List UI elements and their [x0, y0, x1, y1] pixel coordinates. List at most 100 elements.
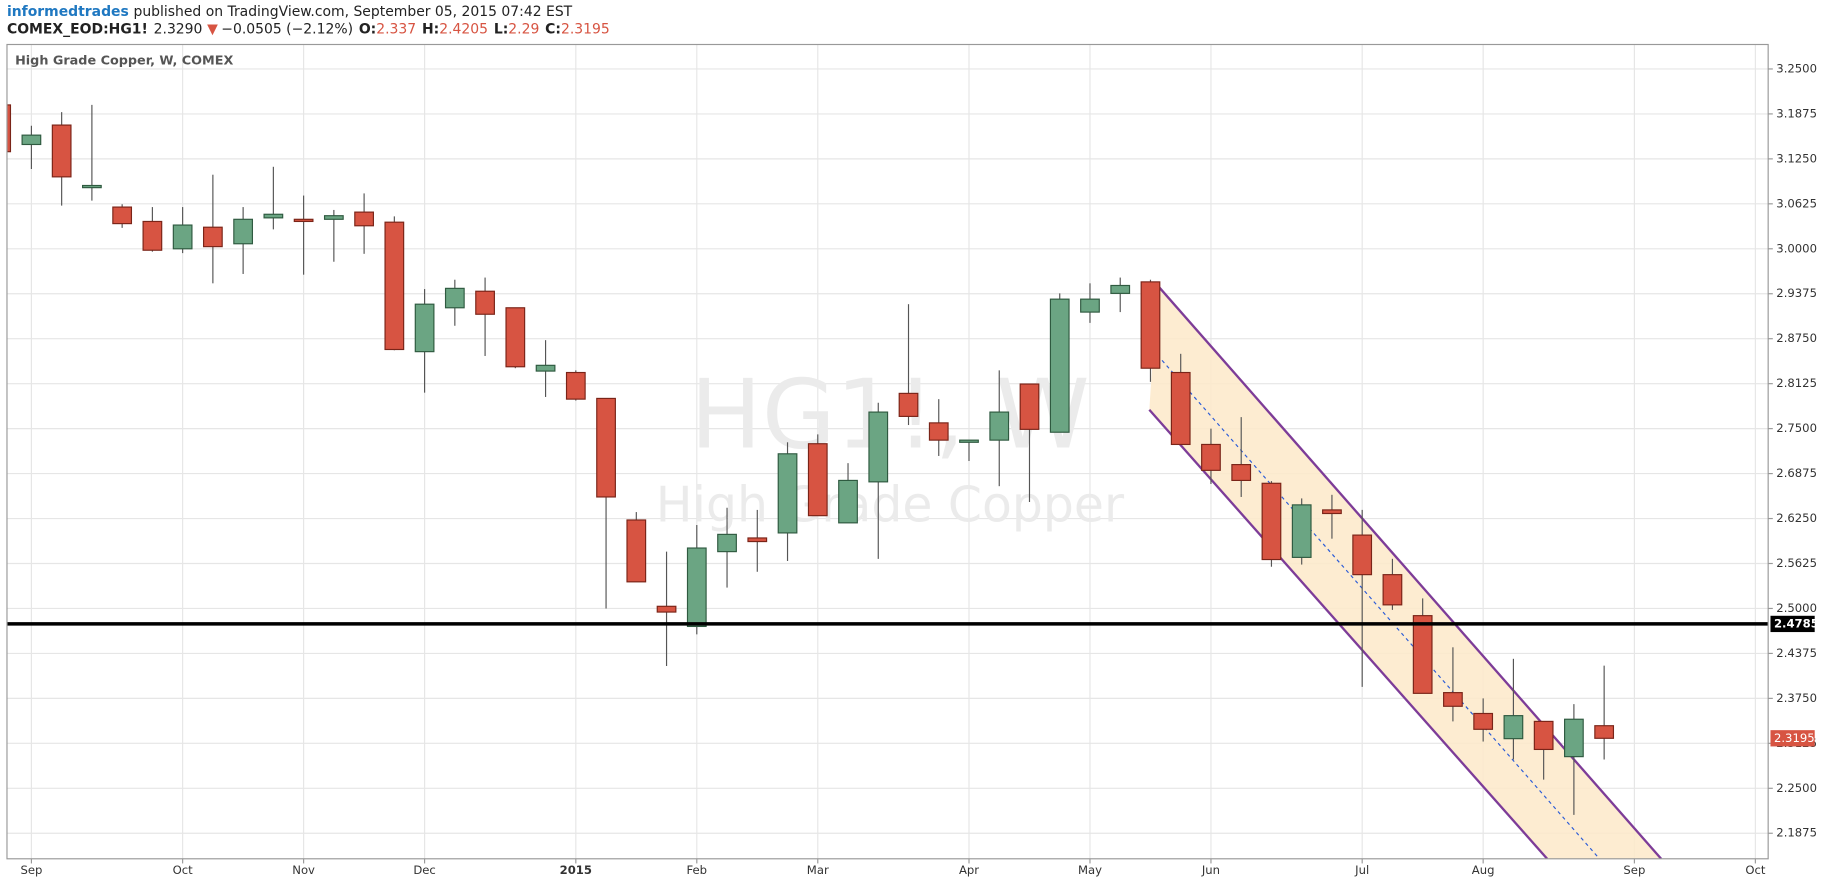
candle-body [1503, 715, 1524, 740]
y-tick-label: 2.1875 [1776, 826, 1817, 840]
x-tick-label: Sep [1623, 863, 1645, 877]
candle-body [444, 287, 465, 309]
axes: 2.18752.25002.31252.37502.43752.50002.56… [20, 61, 1818, 876]
watermark-sub: High Grade Copper [656, 477, 1125, 534]
candle-body [82, 184, 102, 189]
candle-body [202, 226, 223, 248]
symbol: COMEX_EOD:HG1! [7, 21, 148, 37]
ohlc-value: 2.337 [376, 21, 416, 37]
ohlc-label: C: [545, 21, 561, 37]
ohlc-label: L: [494, 21, 508, 37]
candle-body [596, 397, 616, 498]
candle-body [1594, 725, 1615, 739]
plot-frame [6, 43, 1769, 860]
candle-body [1291, 504, 1312, 558]
candle-body [1140, 281, 1161, 369]
channel-upper[interactable] [1156, 284, 1663, 859]
candle-body [354, 211, 374, 227]
candle-body [747, 537, 768, 543]
candle-body [142, 220, 163, 251]
symbol-line: COMEX_EOD:HG1! 2.3290 ▼ −0.0505 (−2.12%) O:2… [7, 21, 610, 37]
x-tick-label: Nov [292, 863, 315, 877]
candle-body [1261, 482, 1282, 561]
candle-body [323, 215, 344, 220]
ohlc-label: O: [359, 21, 376, 37]
x-tick-label: Sep [20, 863, 42, 877]
candle-body [535, 364, 556, 372]
y-tick-label: 2.8750 [1776, 331, 1817, 345]
candle-body [233, 218, 254, 245]
y-tick-label: 2.6875 [1776, 466, 1817, 480]
candle-body [868, 411, 889, 483]
candle-body [293, 218, 314, 223]
y-tick-label: 3.1250 [1776, 151, 1817, 165]
candle-body [989, 411, 1010, 441]
x-tick-label: Oct [173, 863, 194, 877]
price-label-box [1770, 615, 1815, 633]
x-tick-label: May [1078, 863, 1102, 877]
ohlc-label: H: [422, 21, 439, 37]
x-tick-label: Aug [1472, 863, 1495, 877]
x-tick-label: Feb [686, 863, 707, 877]
y-tick-label: 3.2500 [1776, 61, 1817, 75]
candle-body [1443, 692, 1463, 707]
candle-body [1412, 615, 1433, 694]
y-tick-label: 3.0625 [1776, 196, 1817, 210]
ohlc-value: 2.4205 [439, 21, 488, 37]
channel-lower[interactable] [1148, 408, 1549, 859]
candle-body [1231, 464, 1252, 481]
published: published on TradingView.com, September … [133, 4, 572, 20]
candle-body [172, 224, 193, 250]
y-tick-label: 3.0000 [1776, 241, 1817, 255]
publisher[interactable]: informedtrades [7, 4, 129, 20]
price-label-box [1770, 730, 1815, 747]
candle-body [1564, 718, 1584, 758]
candle-body [1110, 284, 1131, 294]
candle-body [838, 479, 858, 524]
candle-body [1019, 383, 1040, 430]
candle-body [807, 443, 828, 517]
ohlc-value: 2.3195 [561, 21, 610, 37]
y-tick-label: 2.7500 [1776, 421, 1817, 435]
y-tick-label: 2.5000 [1776, 601, 1817, 615]
ohlc-value: 2.29 [508, 21, 539, 37]
channel-mid[interactable] [1157, 354, 1600, 859]
x-tick-label: Jun [1201, 863, 1220, 877]
candle-body [1322, 509, 1342, 515]
channel-fill[interactable] [1149, 285, 1662, 859]
x-tick-label: Oct [1745, 863, 1766, 877]
hline-label: 2.4785 [1774, 616, 1819, 630]
candle-body [263, 213, 284, 219]
y-tick-label: 2.4375 [1776, 646, 1817, 660]
y-tick-label: 2.9375 [1776, 286, 1817, 300]
candle-body [1473, 712, 1494, 730]
candle-body [928, 422, 949, 441]
candle-body [414, 303, 435, 353]
last-price: 2.3290 [154, 21, 203, 37]
candle-body [1533, 720, 1554, 751]
y-tick-label: 2.6250 [1776, 511, 1817, 525]
candle-body [51, 124, 72, 178]
candle-body [1352, 534, 1373, 576]
header-line: informedtrades published on TradingView.c… [7, 4, 573, 20]
candle-body [475, 290, 495, 315]
y-tick-label: 2.5625 [1776, 556, 1817, 570]
candle-body [686, 547, 707, 628]
drawings [1148, 284, 1663, 859]
candles [6, 104, 1769, 815]
candle-body [626, 519, 647, 583]
candle-body [1170, 371, 1191, 446]
change: −0.0505 (−2.12%) [221, 21, 353, 37]
candle-body [565, 371, 586, 400]
candle-body [1080, 298, 1100, 313]
candle-body [717, 533, 737, 553]
x-tick-label: 2015 [560, 863, 592, 877]
x-tick-label: Jul [1354, 863, 1369, 877]
x-tick-label: Dec [413, 863, 435, 877]
y-tick-label: 3.1875 [1776, 106, 1817, 120]
candle-body [898, 392, 919, 417]
chart-title: High Grade Copper, W, COMEX [15, 53, 233, 68]
candle-body [21, 134, 42, 146]
candle-body [6, 104, 12, 153]
